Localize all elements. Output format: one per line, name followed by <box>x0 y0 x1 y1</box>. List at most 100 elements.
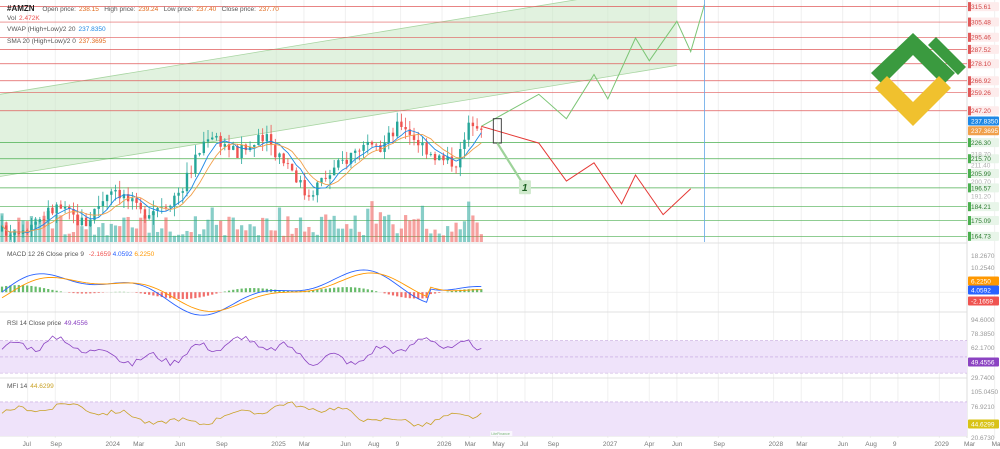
candle-body[interactable] <box>391 132 395 137</box>
candle-body[interactable] <box>122 194 126 199</box>
candle-body[interactable] <box>320 177 323 183</box>
candle-body[interactable] <box>101 201 105 207</box>
candle-body[interactable] <box>370 141 374 145</box>
candle-body[interactable] <box>97 206 100 209</box>
candle-body[interactable] <box>265 134 269 142</box>
candle-body[interactable] <box>328 175 332 179</box>
candle-body[interactable] <box>425 142 428 155</box>
candle-body[interactable] <box>341 159 344 161</box>
macd-pane[interactable] <box>0 269 967 316</box>
candle-body[interactable] <box>185 172 189 192</box>
candle-body[interactable] <box>152 210 155 216</box>
candle-body[interactable] <box>89 219 92 227</box>
candle-body[interactable] <box>219 135 222 147</box>
candle-body[interactable] <box>404 126 407 130</box>
candle-body[interactable] <box>442 155 445 161</box>
candle-body[interactable] <box>164 207 168 209</box>
candle-body[interactable] <box>438 155 441 161</box>
candle-body[interactable] <box>206 139 210 142</box>
candle-body[interactable] <box>59 204 63 209</box>
candle-body[interactable] <box>223 144 227 147</box>
candle-body[interactable] <box>475 126 479 129</box>
candle-body[interactable] <box>349 152 353 164</box>
candle-body[interactable] <box>299 180 302 183</box>
candle-body[interactable] <box>450 156 454 167</box>
candle-body[interactable] <box>232 145 235 150</box>
candle-body[interactable] <box>311 195 315 197</box>
candle-body[interactable] <box>261 134 264 142</box>
candle-body[interactable] <box>84 217 88 227</box>
candle-body[interactable] <box>324 177 327 179</box>
candle-body[interactable] <box>480 128 483 130</box>
candle-body[interactable] <box>396 121 399 137</box>
candle-body[interactable] <box>76 214 79 226</box>
candle-body[interactable] <box>307 195 311 197</box>
candle-body[interactable] <box>278 153 281 158</box>
candle-body[interactable] <box>446 156 449 161</box>
candle-body[interactable] <box>362 144 365 151</box>
candle-body[interactable] <box>227 144 231 150</box>
candle-body[interactable] <box>345 159 348 164</box>
candle-body[interactable] <box>244 144 248 151</box>
candle-body[interactable] <box>274 145 277 158</box>
candle-body[interactable] <box>9 234 12 236</box>
candle-body[interactable] <box>105 194 109 202</box>
candle-body[interactable] <box>387 132 390 143</box>
candle-body[interactable] <box>110 191 113 195</box>
candle-body[interactable] <box>374 144 378 146</box>
candle-body[interactable] <box>471 122 475 127</box>
candle-body[interactable] <box>467 122 470 140</box>
candle-body[interactable] <box>189 172 193 174</box>
candle-body[interactable] <box>269 134 273 146</box>
candle-body[interactable] <box>454 166 458 168</box>
candle-body[interactable] <box>118 189 121 199</box>
candle-body[interactable] <box>34 221 37 225</box>
candle-body[interactable] <box>168 205 172 208</box>
mfi-pane[interactable]: LiteFinance <box>0 401 967 436</box>
candle-body[interactable] <box>400 121 403 127</box>
candle-body[interactable] <box>290 163 294 171</box>
candle-body[interactable] <box>47 207 50 220</box>
candle-body[interactable] <box>143 209 147 219</box>
candle-body[interactable] <box>198 153 201 155</box>
candle-body[interactable] <box>417 139 420 146</box>
candle-body[interactable] <box>248 146 252 151</box>
candle-body[interactable] <box>51 207 54 214</box>
candle-body[interactable] <box>412 134 416 140</box>
candle-body[interactable] <box>114 189 117 192</box>
candle-body[interactable] <box>236 145 239 158</box>
candle-body[interactable] <box>433 154 437 161</box>
candle-body[interactable] <box>173 195 176 206</box>
candle-body[interactable] <box>366 141 369 145</box>
candle-body[interactable] <box>194 154 197 174</box>
candle-body[interactable] <box>295 170 298 183</box>
candle-body[interactable] <box>42 219 46 221</box>
candle-body[interactable] <box>147 215 151 219</box>
candle-body[interactable] <box>26 230 29 232</box>
candle-body[interactable] <box>332 167 336 176</box>
candle-body[interactable] <box>63 206 67 209</box>
rsi-pane[interactable] <box>0 335 967 374</box>
candle-body[interactable] <box>131 198 134 202</box>
candle-body[interactable] <box>135 198 138 203</box>
candle-body[interactable] <box>257 134 260 146</box>
candle-body[interactable] <box>253 145 256 147</box>
candle-body[interactable] <box>337 160 340 168</box>
candle-body[interactable] <box>211 137 214 140</box>
candle-body[interactable] <box>181 191 184 193</box>
candle-body[interactable] <box>93 208 96 220</box>
candle-body[interactable] <box>139 202 142 210</box>
candle-body[interactable] <box>240 144 243 158</box>
candle-body[interactable] <box>55 204 58 214</box>
candle-body[interactable] <box>126 194 130 202</box>
candle-body[interactable] <box>177 192 180 196</box>
candle-body[interactable] <box>0 225 4 232</box>
candle-body[interactable] <box>80 217 84 226</box>
candle-body[interactable] <box>38 219 42 222</box>
candle-body[interactable] <box>421 142 424 146</box>
candle-body[interactable] <box>379 145 382 152</box>
candle-body[interactable] <box>286 163 290 165</box>
candle-body[interactable] <box>408 129 412 135</box>
candle-body[interactable] <box>156 207 159 211</box>
